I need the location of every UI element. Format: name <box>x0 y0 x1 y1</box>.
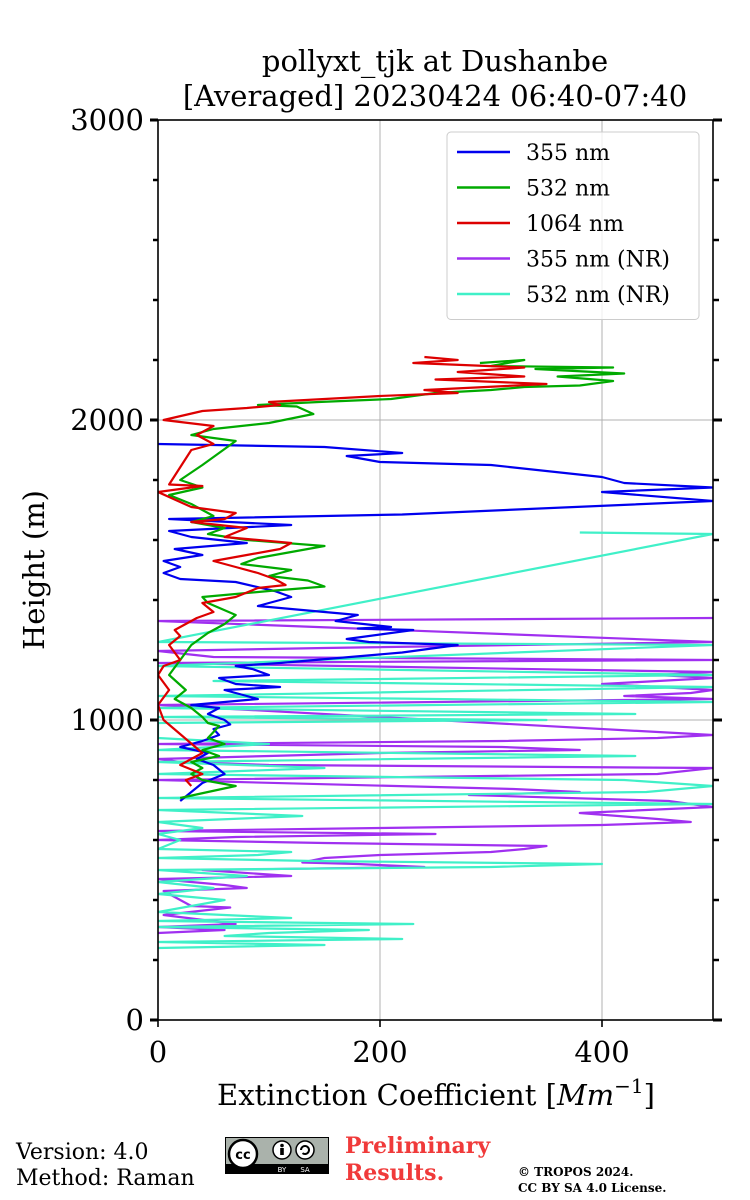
series-line-532-nm <box>168 358 626 800</box>
badge-sa-text: SA <box>300 1166 310 1174</box>
cc-by-sa-license-badge: cc BY SA <box>225 1137 329 1174</box>
version-text: Version: 4.0 <box>16 1140 149 1165</box>
legend: 355 nm 532 nm 1064 nm 355 nm (NR) 532 nm (NR… <box>446 131 700 320</box>
series-line-1064-nm <box>158 355 548 787</box>
legend-label: 1064 nm <box>526 212 624 237</box>
cc-icon <box>227 1138 259 1170</box>
results-label: Results. <box>345 1160 445 1186</box>
y-tick-label: 3000 <box>70 103 144 137</box>
x-tick-label: 400 <box>574 1035 629 1069</box>
legend-label: 532 nm <box>526 177 610 202</box>
y-tick-label: 2000 <box>70 403 144 437</box>
series-line-532-nm-nr <box>158 531 713 950</box>
chart-subtitle: [Averaged] 20230424 06:40-07:40 <box>183 79 687 113</box>
series-layer <box>158 355 713 950</box>
tick-marks <box>150 118 722 1027</box>
x-axis-unit-exponent: −1 <box>614 1074 643 1098</box>
legend-label: 532 nm (NR) <box>526 283 670 308</box>
x-tick-label: 0 <box>149 1035 167 1069</box>
license-text: CC BY SA 4.0 License. <box>518 1181 667 1195</box>
y-tick-label: 0 <box>126 1003 144 1037</box>
badge-by-text: BY <box>278 1166 287 1174</box>
chart-title: pollyxt_tjk at Dushanbe <box>262 44 608 79</box>
x-axis-unit: Mm <box>556 1078 614 1112</box>
method-text: Method: Raman <box>16 1166 195 1191</box>
preliminary-label: Preliminary <box>345 1133 491 1159</box>
y-axis-label: Height (m) <box>17 490 51 650</box>
copyright-text: © TROPOS 2024. <box>518 1165 634 1179</box>
plot-frame <box>157 119 714 1021</box>
share-alike-icon <box>295 1140 315 1160</box>
tick-labels: 0 1000 2000 3000 0 200 400 <box>70 103 629 1069</box>
y-tick-label: 1000 <box>70 703 144 737</box>
x-axis-label-text: Extinction Coefficient <box>217 1078 537 1112</box>
legend-box <box>446 131 700 320</box>
x-tick-label: 200 <box>352 1035 407 1069</box>
axes <box>157 119 714 1021</box>
x-axis-label: Extinction Coefficient [Mm−1] <box>217 1074 655 1112</box>
legend-label: 355 nm (NR) <box>526 248 670 273</box>
legend-label: 355 nm <box>526 141 610 166</box>
svg-text:cc: cc <box>235 1148 250 1163</box>
